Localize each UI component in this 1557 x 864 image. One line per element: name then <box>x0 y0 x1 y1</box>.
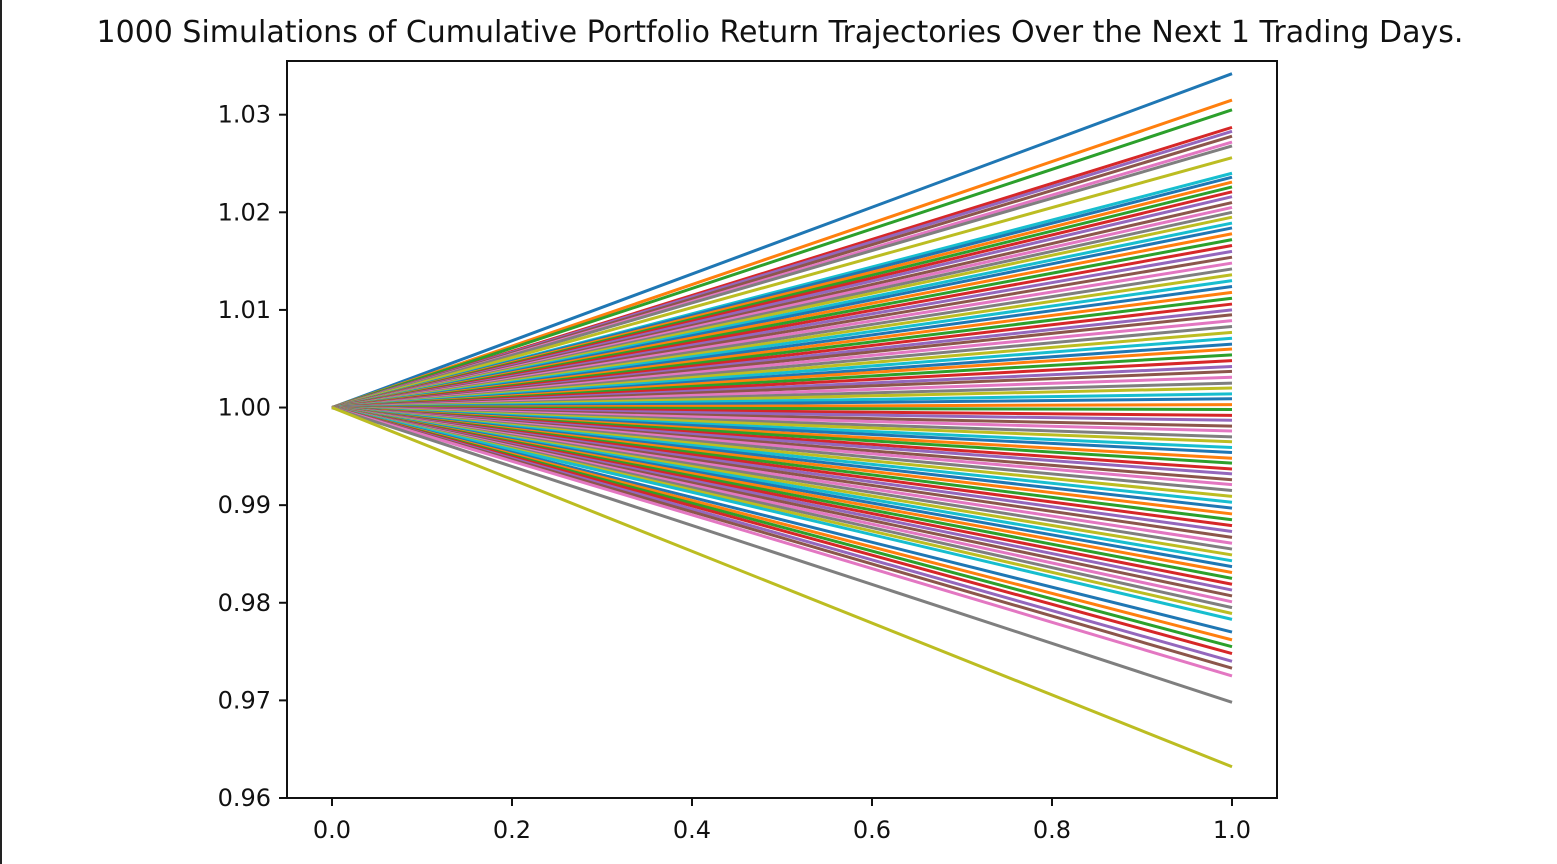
simulation-line <box>331 406 1233 769</box>
chart-title: 1000 Simulations of Cumulative Portfolio… <box>97 15 1464 50</box>
y-tick-label: 0.98 <box>218 589 271 617</box>
y-axis-ticks: 0.96 0.97 0.98 0.99 1.00 1.01 1.02 1.03 <box>218 101 287 812</box>
x-tick-label: 0.8 <box>1033 816 1071 844</box>
simulation-line <box>331 98 1233 409</box>
y-tick-label: 0.96 <box>218 784 271 812</box>
simulation-line <box>331 406 1233 678</box>
y-tick-label: 0.99 <box>218 491 271 519</box>
x-tick-label: 1.0 <box>1213 816 1251 844</box>
simulation-line <box>331 406 1233 621</box>
y-tick-label: 0.97 <box>218 686 271 714</box>
simulation-line <box>331 72 1233 409</box>
y-tick-label: 1.00 <box>218 394 271 422</box>
x-tick-label: 0.6 <box>853 816 891 844</box>
x-tick-label: 0.0 <box>313 816 351 844</box>
simulation-line <box>331 156 1233 409</box>
y-tick-label: 1.01 <box>218 296 271 324</box>
x-tick-label: 0.2 <box>493 816 531 844</box>
x-tick-label: 0.4 <box>673 816 711 844</box>
simulation-line <box>331 406 1233 704</box>
simulation-line <box>331 108 1233 409</box>
plot-area-frame <box>286 60 1278 799</box>
y-tick-label: 1.03 <box>218 101 271 129</box>
simulation-lines <box>331 72 1233 769</box>
y-tick-label: 1.02 <box>218 198 271 226</box>
simulation-line <box>331 144 1233 409</box>
left-window-edge <box>0 0 2 864</box>
x-axis-ticks: 0.0 0.2 0.4 0.6 0.8 1.0 <box>313 798 1251 844</box>
